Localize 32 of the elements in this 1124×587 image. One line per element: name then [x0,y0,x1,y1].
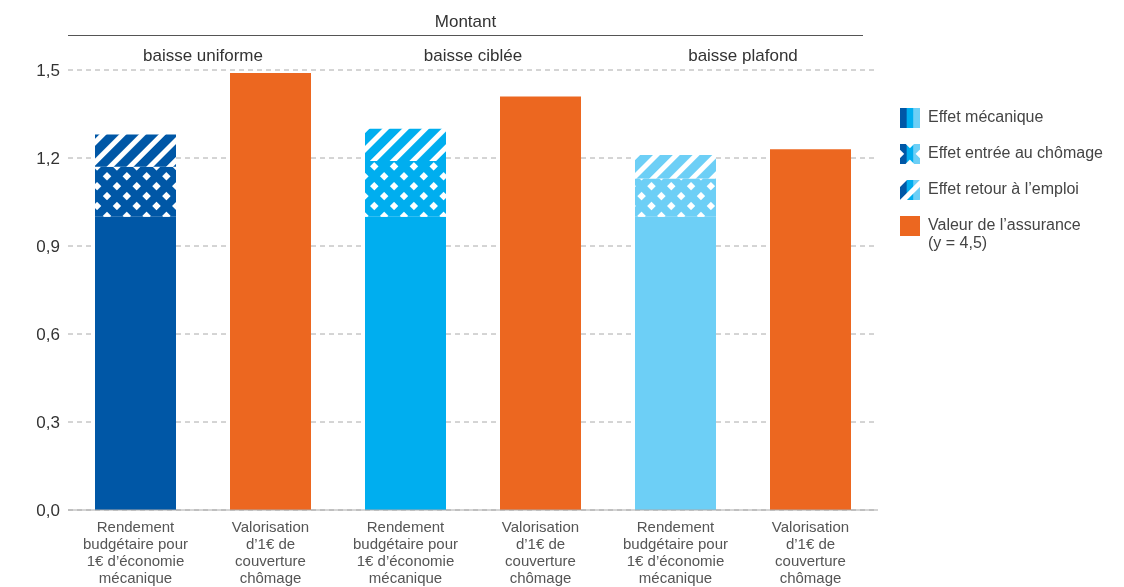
x-tick-label: Valorisation d’1€ de couverture chômage [231,518,310,586]
y-tick-label: 0,9 [36,237,60,257]
x-tick-label: Rendement budgétaire pour 1€ d’économie mécanique [622,518,729,586]
text: Montant [68,12,863,36]
bar [365,128,446,161]
y-tick-label: 0,6 [36,325,60,345]
text: baisse plafond [687,46,799,66]
legend-label: Valeur de l’assurance (y = 4,5) [928,216,1082,252]
y-tick-label: 1,2 [36,149,60,169]
bar [365,160,446,217]
bar [770,149,851,510]
y-tick-label: 0,0 [36,501,60,521]
legend-label: Effet entrée au chômage [928,144,1103,162]
legend-label: Effet mécanique [928,108,1044,126]
bar [365,216,446,510]
x-tick-label: Rendement budgétaire pour 1€ d’économie mécanique [82,518,189,586]
y-tick-label: 0,3 [36,413,60,433]
bar [230,72,311,510]
x-tick-label: Valorisation d’1€ de couverture chômage [501,518,580,586]
text: baisse ciblée [422,46,524,66]
bar [95,134,176,167]
bar [95,166,176,217]
bar [635,178,716,217]
x-tick-label: Rendement budgétaire pour 1€ d’économie mécanique [352,518,459,586]
bar [635,155,716,179]
x-tick-label: Valorisation d’1€ de couverture chômage [771,518,850,586]
legend-label: Effet retour à l’emploi [928,180,1079,198]
text: baisse uniforme [142,46,264,66]
y-tick-label: 1,5 [36,61,60,81]
bar [500,96,581,510]
bar [635,216,716,510]
bar [95,216,176,510]
